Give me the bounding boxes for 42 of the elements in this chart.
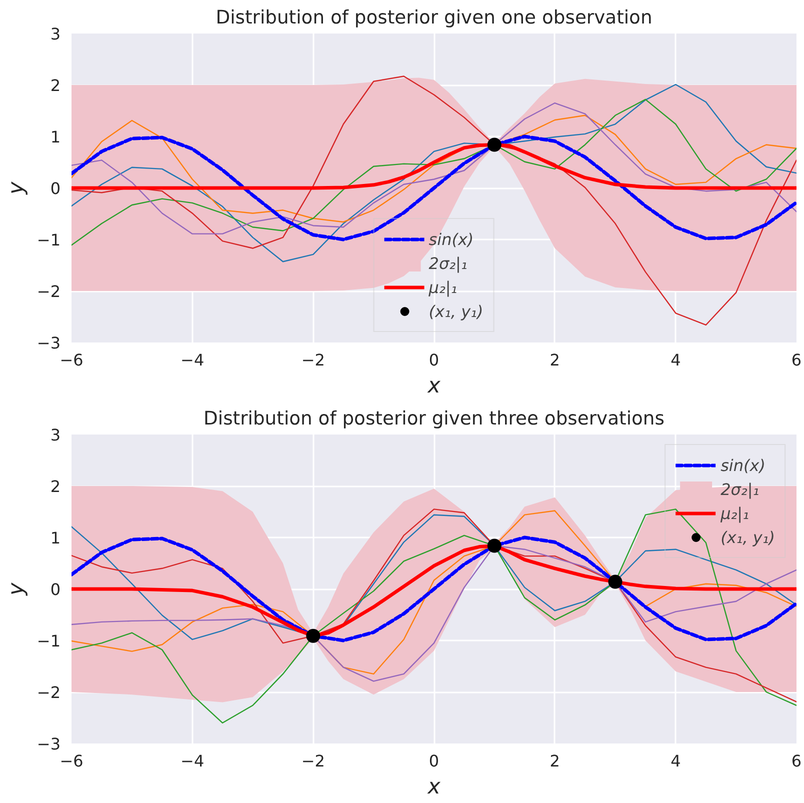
y-tick-label: −2: [36, 683, 61, 702]
legend-label: sin(x): [720, 456, 766, 474]
x-tick-label: 0: [428, 752, 440, 770]
y-tick-label: 0: [50, 580, 61, 599]
x-tick-label: 6: [791, 350, 802, 370]
legend-label: μ₂|₁: [428, 278, 458, 296]
y-tick-label: −1: [36, 632, 61, 650]
chart-title: Distribution of posterior given three observations: [204, 408, 664, 430]
legend-label: μ₂|₁: [720, 504, 749, 522]
x-tick-label: 2: [550, 752, 560, 770]
x-tick-label: 4: [670, 350, 681, 370]
x-tick-label: −6: [60, 752, 84, 770]
legend-label: (x₁, y₁): [720, 528, 775, 546]
y-tick-label: −3: [36, 734, 61, 754]
x-axis-title: x: [426, 374, 441, 398]
x-tick-label: 0: [428, 350, 440, 370]
x-tick-label: 2: [550, 350, 560, 370]
x-tick-label: −4: [180, 752, 204, 770]
legend-label: (x₁, y₁): [428, 302, 484, 320]
x-tick-label: −2: [301, 752, 325, 770]
x-tick-label: −6: [60, 350, 84, 370]
chart-title: Distribution of posterior given one observation: [216, 8, 652, 28]
y-tick-label: 0: [50, 179, 61, 198]
y-tick-label: 2: [50, 76, 61, 95]
y-tick-label: 2: [50, 477, 61, 496]
x-tick-label: −4: [180, 350, 204, 370]
y-tick-label: −2: [36, 282, 61, 301]
x-axis-title: x: [426, 774, 441, 800]
x-tick-label: −2: [301, 350, 325, 370]
y-axis-title: y: [4, 181, 29, 196]
legend-label: 2σ₂|₁: [428, 254, 468, 272]
y-tick-label: −1: [36, 230, 61, 250]
y-tick-label: 1: [50, 128, 61, 146]
y-axis-title: y: [4, 582, 29, 596]
y-tick-label: 1: [50, 528, 61, 548]
legend-label: sin(x): [428, 230, 474, 248]
y-tick-label: 3: [50, 426, 61, 444]
y-tick-label: −3: [36, 334, 61, 352]
y-tick-label: 3: [50, 24, 61, 44]
x-tick-label: 6: [791, 752, 802, 770]
x-tick-label: 4: [670, 752, 681, 770]
legend-label: 2σ₂|₁: [720, 480, 760, 498]
